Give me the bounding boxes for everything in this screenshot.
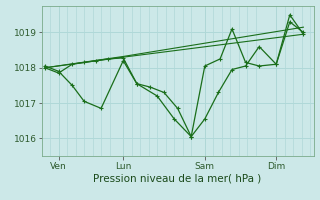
X-axis label: Pression niveau de la mer( hPa ): Pression niveau de la mer( hPa ) [93,173,262,183]
